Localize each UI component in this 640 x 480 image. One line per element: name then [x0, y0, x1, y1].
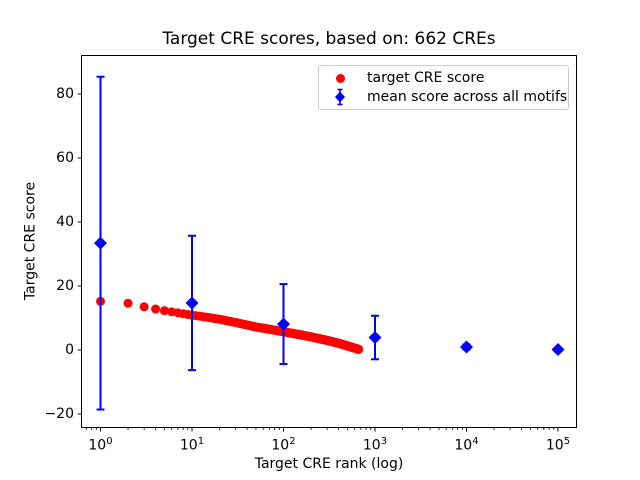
legend-label: mean score across all motifs — [367, 89, 568, 105]
y-axis-label: Target CRE score — [22, 181, 39, 301]
legend-item-mean: mean score across all motifs — [327, 88, 567, 106]
x-tick-label: 101 — [179, 436, 205, 454]
chart-title: Target CRE scores, based on: 662 CREs — [162, 29, 496, 49]
y-tick-label: 20 — [56, 278, 74, 294]
legend-item-target: target CRE score — [327, 69, 560, 87]
y-tick-label: 80 — [56, 86, 74, 102]
x-tick-label: 102 — [271, 436, 296, 454]
legend-marker-cell — [327, 88, 353, 106]
plot-area — [81, 55, 577, 428]
legend-diamond-marker-icon — [335, 88, 345, 106]
y-tick-label: 60 — [56, 150, 74, 166]
x-tick-label: 103 — [362, 436, 388, 454]
legend: target CRE score mean score across all m… — [318, 65, 569, 110]
y-tick-label: 40 — [56, 214, 74, 230]
legend-dot-marker-icon — [335, 73, 345, 83]
x-axis-label: Target CRE rank (log) — [254, 456, 404, 472]
x-tick-label: 100 — [88, 436, 113, 454]
legend-marker-cell — [327, 73, 353, 83]
y-tick-label: −20 — [44, 406, 74, 422]
x-tick-label: 104 — [454, 436, 479, 454]
y-tick-label: 0 — [65, 342, 74, 358]
x-tick-label: 105 — [545, 436, 571, 454]
legend-label: target CRE score — [367, 70, 485, 86]
